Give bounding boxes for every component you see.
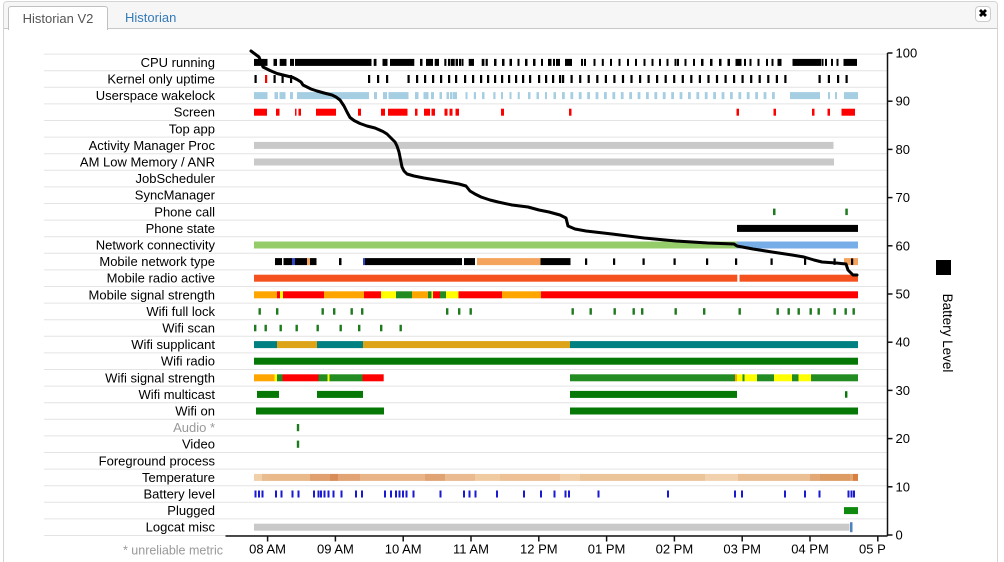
svg-text:Wifi signal strength: Wifi signal strength [105, 370, 215, 385]
svg-text:Mobile network type: Mobile network type [99, 254, 215, 269]
svg-text:Mobile signal strength: Mobile signal strength [89, 287, 215, 302]
svg-text:Phone state: Phone state [146, 221, 215, 236]
svg-text:CPU running: CPU running [141, 55, 215, 70]
svg-text:04 PM: 04 PM [791, 542, 829, 557]
svg-text:Audio *: Audio * [173, 420, 215, 435]
svg-text:60: 60 [896, 238, 910, 253]
svg-text:Userspace wakelock: Userspace wakelock [96, 88, 216, 103]
svg-text:70: 70 [896, 190, 910, 205]
svg-text:Mobile radio active: Mobile radio active [107, 271, 215, 286]
svg-text:Activity Manager Proc: Activity Manager Proc [89, 138, 216, 153]
svg-text:Top app: Top app [169, 121, 215, 136]
svg-text:Plugged: Plugged [167, 503, 215, 518]
svg-text:Video: Video [182, 437, 215, 452]
svg-text:09 AM: 09 AM [317, 542, 354, 557]
svg-text:Network connectivity: Network connectivity [96, 238, 216, 253]
svg-text:Wifi multicast: Wifi multicast [138, 387, 215, 402]
svg-text:100: 100 [896, 46, 918, 61]
svg-text:Logcat misc: Logcat misc [146, 520, 216, 535]
svg-text:Wifi scan: Wifi scan [162, 321, 215, 336]
svg-text:0: 0 [896, 528, 903, 543]
svg-text:40: 40 [896, 335, 910, 350]
svg-text:50: 50 [896, 287, 910, 302]
svg-text:30: 30 [896, 383, 910, 398]
svg-text:AM Low Memory / ANR: AM Low Memory / ANR [80, 155, 215, 170]
svg-text:01 PM: 01 PM [588, 542, 626, 557]
svg-text:11 AM: 11 AM [453, 542, 489, 557]
svg-text:Phone call: Phone call [154, 204, 215, 219]
svg-text:80: 80 [896, 142, 910, 157]
svg-text:12 PM: 12 PM [520, 542, 558, 557]
svg-text:10 AM: 10 AM [385, 542, 422, 557]
svg-text:10: 10 [896, 479, 910, 494]
svg-text:Temperature: Temperature [142, 470, 215, 485]
svg-text:JobScheduler: JobScheduler [136, 171, 216, 186]
svg-text:Wifi on: Wifi on [175, 404, 215, 419]
svg-text:Foreground process: Foreground process [99, 453, 216, 468]
svg-text:Battery level: Battery level [143, 487, 215, 502]
svg-text:Wifi supplicant: Wifi supplicant [131, 337, 215, 352]
svg-text:08 AM: 08 AM [249, 542, 286, 557]
svg-text:Battery Level: Battery Level [940, 294, 955, 373]
svg-text:03 PM: 03 PM [723, 542, 761, 557]
svg-text:Wifi full lock: Wifi full lock [146, 304, 215, 319]
svg-text:90: 90 [896, 94, 910, 109]
svg-text:SyncManager: SyncManager [135, 188, 216, 203]
svg-text:Wifi radio: Wifi radio [161, 354, 215, 369]
svg-text:Kernel only uptime: Kernel only uptime [107, 72, 215, 87]
svg-text:02 PM: 02 PM [656, 542, 694, 557]
svg-text:05 PM: 05 PM [859, 542, 897, 557]
svg-text:* unreliable metric: * unreliable metric [123, 544, 223, 558]
svg-text:20: 20 [896, 431, 910, 446]
svg-text:Screen: Screen [174, 105, 215, 120]
